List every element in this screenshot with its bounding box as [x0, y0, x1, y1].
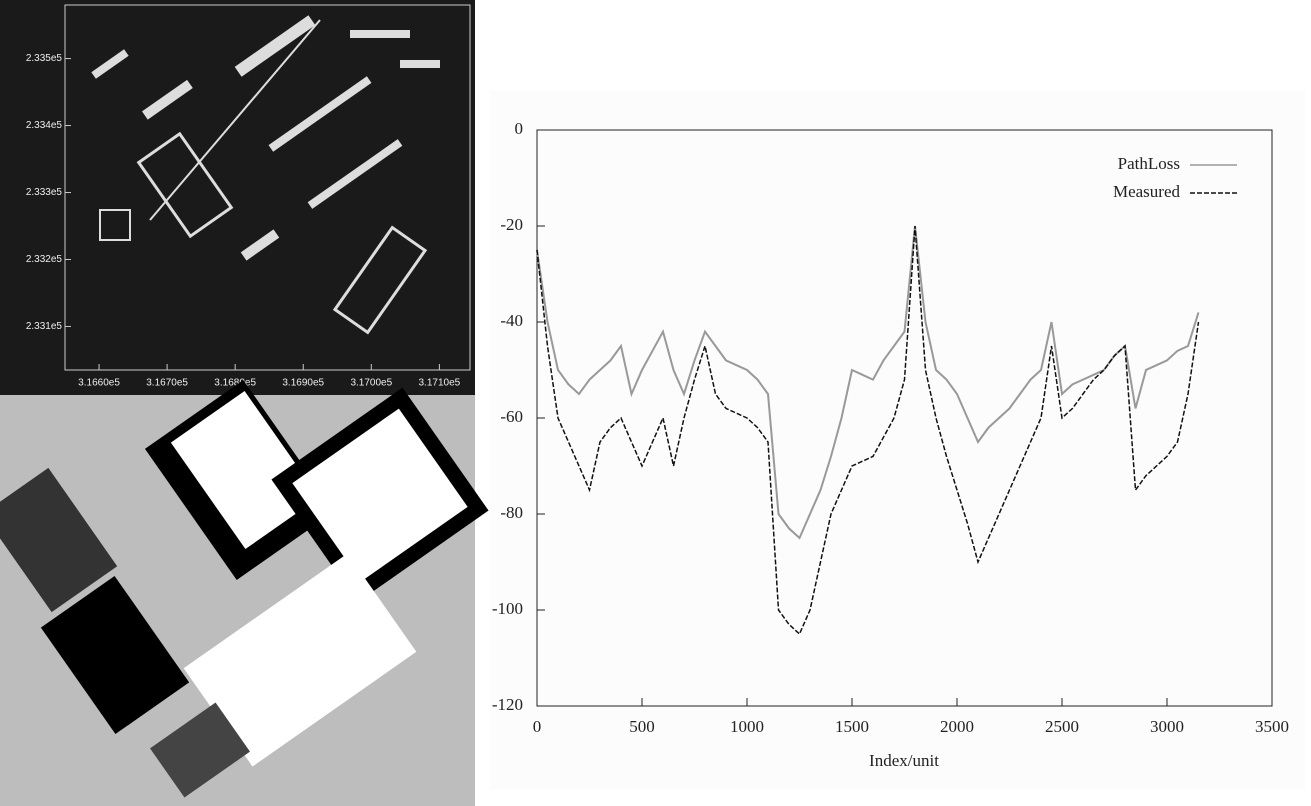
y-tick-label: 2.333e5 [26, 187, 63, 198]
series-line [536, 225, 1200, 540]
y-tick-label: -60 [500, 407, 523, 426]
x-tick-label: 1000 [730, 717, 764, 736]
buildings [91, 15, 440, 335]
y-tick-label: -20 [500, 215, 523, 234]
y-tick-label: -100 [492, 599, 523, 618]
x-tick-label: 2000 [940, 717, 974, 736]
x-tick-label: 2500 [1045, 717, 1079, 736]
x-tick-label: 3.1710e5 [419, 378, 461, 389]
y-tick-label: 2.335e5 [26, 53, 63, 64]
map-background [0, 0, 475, 395]
y-tick-label: 2.331e5 [26, 321, 63, 332]
x-tick-label: 500 [629, 717, 655, 736]
y-tick-label: -120 [492, 695, 523, 714]
y-tick-label: -40 [500, 311, 523, 330]
x-tick-label: 3.1680e5 [214, 378, 256, 389]
chart-background [490, 90, 1305, 790]
x-tick-label: 3.1700e5 [350, 378, 392, 389]
x-tick-label: 1500 [835, 717, 869, 736]
y-tick-label: 2.334e5 [26, 120, 63, 131]
line-panel: Index/unit 0 500 1000 1500 2000 2500 3000 3500 -… [490, 90, 1305, 790]
y-tick-label: -80 [500, 503, 523, 522]
legend-label: Measured [1113, 182, 1181, 201]
x-tick-label: 3500 [1255, 717, 1289, 736]
x-tick-label: 3.1690e5 [282, 378, 324, 389]
legend-label: PathLoss [1118, 154, 1180, 173]
x-tick-label: 3000 [1150, 717, 1184, 736]
x-tick-label: 3.1670e5 [146, 378, 188, 389]
y-tick-label: 0 [515, 119, 524, 138]
map-panel: 3.1660e5 3.1670e5 3.1680e5 3.1690e5 3.1700e5… [0, 0, 475, 395]
map-frame [64, 4, 471, 371]
x-axis-label: Index/unit [869, 751, 939, 770]
series-line [536, 225, 1200, 636]
x-tick-label: 3.1660e5 [78, 378, 120, 389]
y-tick-label: 2.332e5 [26, 254, 63, 265]
render-image [0, 380, 489, 806]
x-tick-label: 0 [533, 717, 542, 736]
